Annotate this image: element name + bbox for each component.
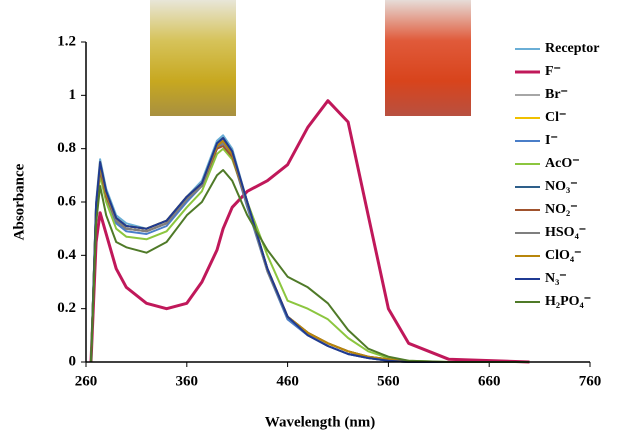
legend-label: F⁻ [545,64,561,79]
legend-label: Br⁻ [545,87,568,102]
legend-label: Receptor [545,41,599,56]
x-axis-label: Wavelength (nm) [265,414,375,430]
y-tick-label: 0.4 [57,247,76,263]
y-axis-label: Absorbance [11,163,27,240]
series-line [90,137,530,363]
series-line [90,142,530,363]
x-tick-label: 460 [276,373,299,389]
legend-label: H₂PO₄⁻ [545,294,591,309]
legend-label: NO₃⁻ [545,179,578,194]
legend-label: Cl⁻ [545,110,566,125]
series-line [90,134,530,363]
x-tick-label: 660 [478,373,501,389]
y-tick-label: 0 [69,353,77,369]
legend-label: N₃⁻ [545,271,567,286]
series-line [90,169,530,363]
series-line [90,145,530,363]
y-tick-label: 1.2 [57,33,76,49]
series-line [89,99,530,364]
yellow-vial-photo [150,0,236,116]
x-tick-label: 260 [75,373,98,389]
legend-label: HSO₄⁻ [545,225,586,240]
y-tick-label: 0.8 [57,140,76,156]
series-line [90,137,530,363]
x-tick-label: 760 [579,373,602,389]
series-line [90,147,530,363]
red-vial-photo [385,0,471,116]
series-line [90,137,530,363]
x-tick-label: 360 [176,373,199,389]
series-line [90,139,530,363]
y-tick-label: 1 [69,87,77,103]
y-tick-label: 0.6 [57,193,76,209]
legend-label: AcO⁻ [545,156,580,171]
series-line [90,139,530,363]
y-tick-label: 0.2 [57,300,76,316]
legend-label: I⁻ [545,133,558,148]
x-tick-label: 560 [377,373,400,389]
legend-label: ClO₄⁻ [545,248,581,263]
legend-label: NO₂⁻ [545,202,578,217]
series-line [90,142,530,363]
